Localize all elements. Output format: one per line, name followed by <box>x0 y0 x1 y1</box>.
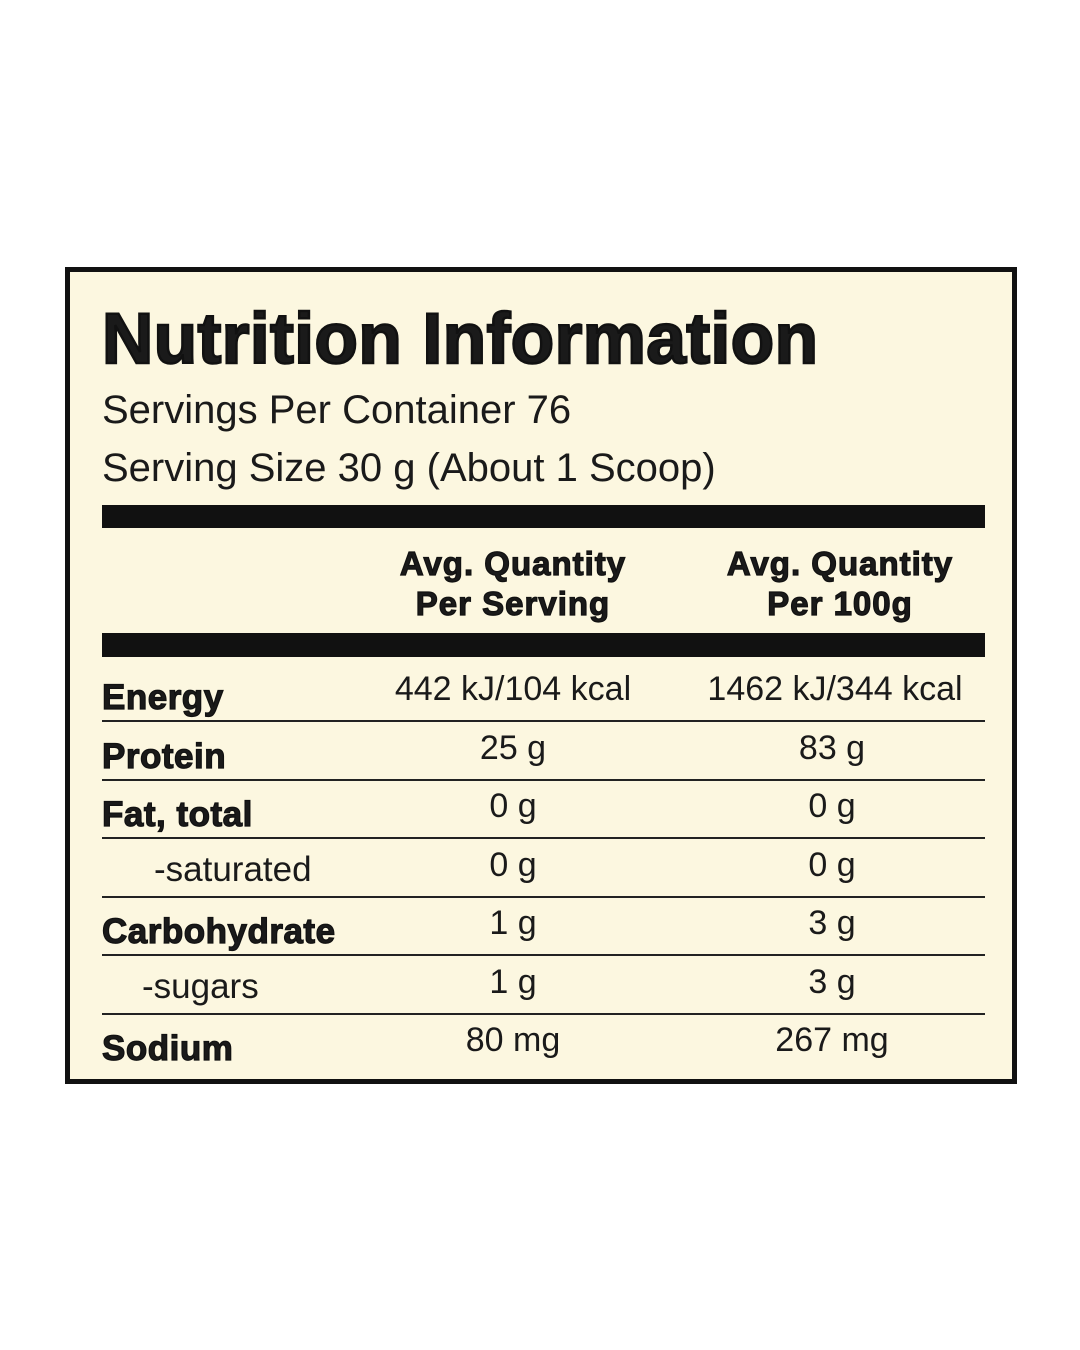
value-per-serving: 1 g <box>489 904 537 942</box>
value-per-100g: 0 g <box>808 845 856 884</box>
row-rule <box>102 1012 985 1015</box>
value-per-serving: 25 g <box>479 728 547 767</box>
nutrition-panel: Nutrition Information Servings Per Conta… <box>65 267 1017 1084</box>
column-header: Avg. Quantity <box>726 544 954 582</box>
serving-size: Serving Size 30 g (About 1 Scoop) <box>102 446 716 490</box>
row-label: Energy <box>101 677 224 717</box>
value-per-serving: 0 g <box>489 787 537 825</box>
value-per-100g: 83 g <box>798 728 866 767</box>
row-label: Carbohydrate <box>101 911 336 951</box>
servings: Servings Per Container 76 <box>102 388 572 432</box>
value-per-serving: 0 g <box>489 845 537 884</box>
column-header: Per 100g <box>767 584 913 622</box>
row-label: Sodium <box>101 1028 234 1068</box>
row-rule <box>102 837 985 839</box>
row-label: Fat, total <box>101 794 253 834</box>
row-label: Protein <box>101 736 227 776</box>
row-rule <box>102 954 985 956</box>
value-per-serving: 80 mg <box>465 1021 561 1059</box>
column-header: Per Serving <box>415 584 611 622</box>
value-per-100g: 1462 kJ/344 kcal <box>707 670 963 708</box>
value-per-serving: 442 kJ/104 kcal <box>394 670 632 708</box>
title: Nutrition Information <box>101 299 819 381</box>
value-per-100g: 267 mg <box>775 1021 889 1059</box>
column-header: Avg. Quantity <box>399 544 627 582</box>
row-label: -saturated <box>154 849 312 889</box>
value-per-serving: 1 g <box>489 962 537 1001</box>
row-rule <box>102 720 985 722</box>
divider-bar <box>102 633 985 657</box>
divider-bar <box>102 505 985 528</box>
value-per-100g: 3 g <box>808 962 856 1001</box>
value-per-100g: 3 g <box>808 904 856 942</box>
row-rule <box>102 778 985 781</box>
row-label: -sugars <box>142 966 259 1006</box>
row-rule <box>102 895 985 898</box>
value-per-100g: 0 g <box>808 787 856 825</box>
